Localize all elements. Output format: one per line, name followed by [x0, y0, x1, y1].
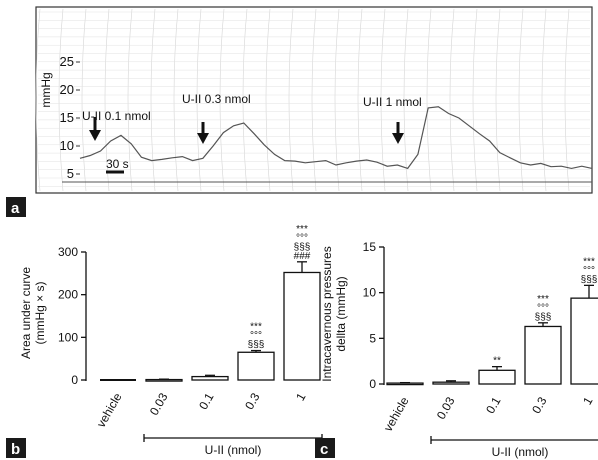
- arrow-0-1: [89, 117, 101, 141]
- annotation-uii-0-3: U-II 0.3 nmol: [182, 92, 251, 106]
- grid-line: [35, 8, 41, 192]
- y-axis-label-line: Area under curve: [19, 267, 33, 359]
- bar-0.1: [191, 375, 229, 381]
- auc-y-axis-label: Area under curve(mmHg × s): [19, 267, 47, 359]
- significance-marker: ***: [583, 256, 595, 267]
- annotation-uii-1: U-II 1 nmol: [363, 95, 422, 109]
- significance-marker: **: [493, 356, 501, 367]
- y-tick-label: 100: [58, 330, 78, 344]
- trace-y-tick-label: 10: [60, 138, 74, 153]
- grid-line: [495, 8, 501, 192]
- grid-line: [518, 8, 524, 192]
- significance-marker: °°°: [250, 331, 262, 342]
- y-axis-label-line: dellta (mmHg): [334, 276, 348, 351]
- bar-1: [283, 271, 321, 381]
- grid-line: [104, 8, 110, 192]
- bar-0.3: [524, 325, 562, 385]
- grid-line: [196, 8, 202, 192]
- icp-y-axis-label: Intracavernous pressuresdellta (mmHg): [320, 246, 348, 381]
- category-label: 0.1: [196, 390, 217, 412]
- significance-marker: ###: [294, 251, 311, 262]
- grid-line: [357, 8, 363, 192]
- trace-y-tick-label: 5: [67, 166, 74, 181]
- time-scale-label: 30 s: [106, 157, 129, 171]
- y-tick-label: 0: [71, 373, 78, 387]
- grid-line: [541, 8, 547, 192]
- significance-marker: °°°: [583, 265, 595, 276]
- arrow-1: [392, 122, 404, 144]
- bar-0.03: [432, 381, 470, 385]
- bar-0.03: [145, 378, 183, 382]
- trace-y-tick-label: 20: [60, 82, 74, 97]
- grid-line: [449, 8, 455, 192]
- panel-label-b: b: [11, 441, 20, 458]
- trace-y-tick-label: 15: [60, 110, 74, 125]
- significance-marker: ***: [250, 322, 262, 333]
- grid-line: [564, 8, 570, 192]
- category-label: 0.1: [483, 394, 504, 416]
- y-tick-label: 10: [363, 286, 377, 300]
- trace-y-ticks: 25 20 15 10 5: [60, 54, 80, 181]
- category-label: 0.3: [242, 390, 263, 412]
- arrow-0-3: [197, 122, 209, 144]
- y-tick-label: 0: [369, 377, 376, 391]
- significance-marker: §§§: [248, 340, 265, 351]
- significance-marker: °°°: [537, 303, 549, 314]
- significance-marker: °°°: [296, 233, 308, 244]
- y-tick-label: 300: [58, 245, 78, 259]
- grid-line: [219, 8, 225, 192]
- bar-1: [570, 297, 598, 385]
- grid-line: [265, 8, 271, 192]
- y-tick-label: 5: [369, 331, 376, 345]
- bar-0.3: [237, 351, 275, 381]
- significance-marker: §§§: [581, 274, 598, 285]
- category-label: 1: [293, 390, 309, 403]
- category-label: 0.3: [529, 394, 550, 416]
- bar-0.1: [478, 369, 516, 385]
- x-axis-label: U-II (nmol): [205, 443, 262, 457]
- y-tick-label: 200: [58, 288, 78, 302]
- panel-label-b-box: [6, 438, 26, 458]
- grid-line: [58, 8, 64, 192]
- grid-line: [150, 8, 156, 192]
- grid-line: [426, 8, 432, 192]
- y-tick-label: 15: [363, 240, 377, 254]
- grid-line: [472, 8, 478, 192]
- category-label: vehicle: [94, 390, 125, 430]
- panel-label-c: c: [320, 441, 328, 458]
- category-label: 1: [580, 394, 596, 407]
- significance-marker: ***: [296, 224, 308, 235]
- grid-line: [173, 8, 179, 192]
- trace-y-axis-label: mmHg: [39, 72, 53, 107]
- grid-line: [311, 8, 317, 192]
- grid-line: [288, 8, 294, 192]
- grid-line: [81, 8, 87, 192]
- grid-line: [334, 8, 340, 192]
- annotation-uii-0-1: U-II 0.1 nmol: [82, 109, 151, 123]
- trace-y-tick-label: 25: [60, 54, 74, 69]
- category-label: 0.03: [147, 390, 171, 418]
- category-label: vehicle: [381, 394, 412, 434]
- pressure-trace: [79, 106, 593, 170]
- grid-line: [242, 8, 248, 192]
- significance-marker: §§§: [294, 242, 311, 253]
- y-axis-label-line: Intracavernous pressures: [320, 246, 334, 381]
- significance-marker: §§§: [535, 312, 552, 323]
- panel-label-c-box: [315, 438, 335, 458]
- grid-line: [127, 8, 133, 192]
- x-axis-label: U-II (nmol): [492, 445, 549, 459]
- significance-marker: ***: [537, 294, 549, 305]
- grid-line: [380, 8, 386, 192]
- bar-vehicle: [386, 382, 424, 386]
- panel-label-a-box: [6, 197, 26, 217]
- category-label: 0.03: [434, 394, 458, 422]
- y-axis-label-line: (mmHg × s): [33, 281, 47, 344]
- panel-label-a: a: [11, 200, 20, 217]
